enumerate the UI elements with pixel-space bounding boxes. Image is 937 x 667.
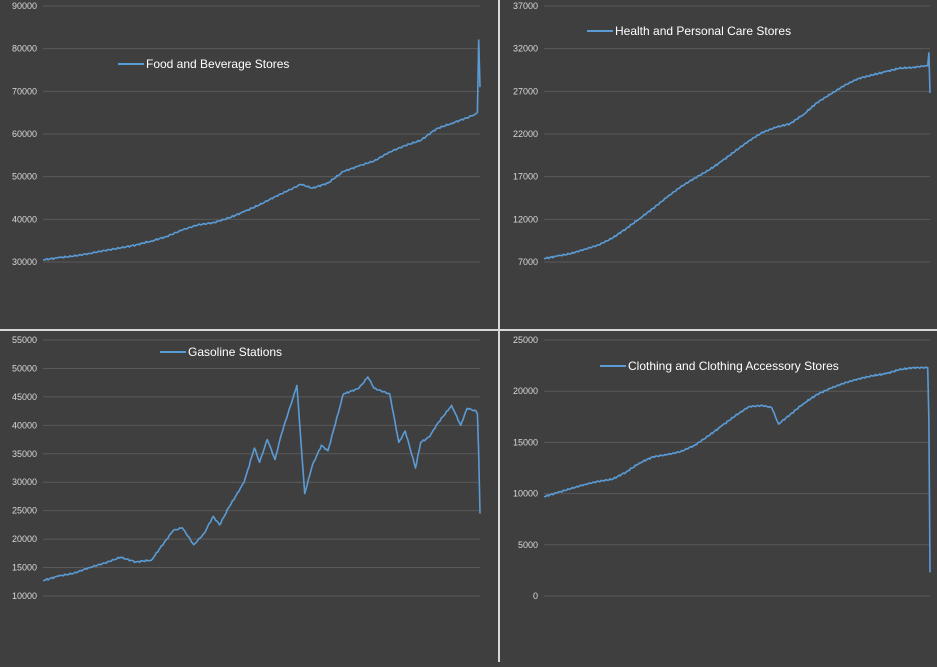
legend-label: Health and Personal Care Stores <box>615 24 791 38</box>
chart-food: 30000400005000060000700008000090000Январ… <box>12 1 481 267</box>
y-tick-label: 20000 <box>12 534 37 544</box>
y-tick-label: 10000 <box>12 591 37 601</box>
y-tick-label: 45000 <box>12 392 37 402</box>
y-tick-label: 17000 <box>513 172 538 182</box>
y-tick-label: 35000 <box>12 449 37 459</box>
y-tick-label: 37000 <box>513 1 538 11</box>
y-tick-label: 25000 <box>513 335 538 345</box>
y-tick-label: 15000 <box>513 437 538 447</box>
y-tick-label: 27000 <box>513 86 538 96</box>
chart-panel-gasoline: 10000 15000 20000 25000 30000 35000 40000 45000… <box>0 331 498 662</box>
chart-panel-health: 7000120001700022000270003200037000Январь… <box>500 0 937 329</box>
y-tick-label: 12000 <box>513 214 538 224</box>
chart-health: 7000120001700022000270003200037000Январь… <box>513 1 931 267</box>
chart-panel-clothing: 0500010000150002000025000Январь 1992Нояб… <box>500 331 937 662</box>
legend-label: Gasoline Stations <box>188 345 282 359</box>
y-tick-label: 55000 <box>12 335 37 345</box>
y-tick-label: 60000 <box>12 129 37 139</box>
series-line <box>42 376 481 582</box>
y-tick-label: 5000 <box>518 540 538 550</box>
y-tick-label: 15000 <box>12 563 37 573</box>
chart-panel-food: 30000400005000060000700008000090000Январ… <box>0 0 498 329</box>
chart-clothing: 0500010000150002000025000Январь 1992Нояб… <box>513 335 931 601</box>
y-tick-label: 20000 <box>513 386 538 396</box>
series-line <box>42 39 481 261</box>
y-tick-label: 30000 <box>12 477 37 487</box>
vertical-divider <box>498 0 500 662</box>
legend-label: Food and Beverage Stores <box>146 57 289 71</box>
horizontal-divider <box>0 329 937 331</box>
y-tick-label: 32000 <box>513 44 538 54</box>
series-line <box>543 52 931 260</box>
y-tick-label: 22000 <box>513 129 538 139</box>
legend-label: Clothing and Clothing Accessory Stores <box>628 359 839 373</box>
y-tick-label: 50000 <box>12 363 37 373</box>
y-tick-label: 50000 <box>12 172 37 182</box>
y-tick-label: 0 <box>533 591 538 601</box>
y-tick-label: 90000 <box>12 1 37 11</box>
y-tick-label: 70000 <box>12 86 37 96</box>
y-tick-label: 10000 <box>513 489 538 499</box>
y-tick-label: 40000 <box>12 214 37 224</box>
y-tick-label: 80000 <box>12 44 37 54</box>
y-tick-label: 25000 <box>12 506 37 516</box>
y-tick-label: 40000 <box>12 420 37 430</box>
chart-gasoline: 10000 15000 20000 25000 30000 35000 40000 45000… <box>12 335 481 601</box>
y-tick-label: 30000 <box>12 257 37 267</box>
series-line <box>543 366 931 573</box>
y-tick-label: 7000 <box>518 257 538 267</box>
